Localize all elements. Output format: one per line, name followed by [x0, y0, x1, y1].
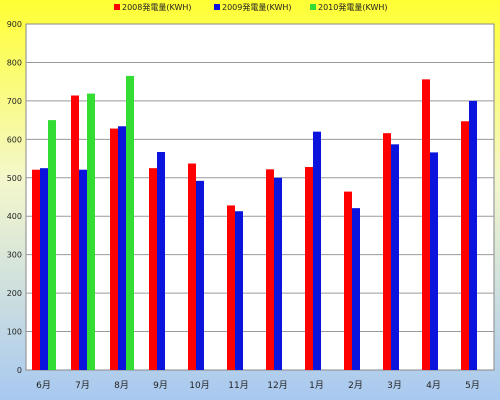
- y-tick-label: 900: [7, 20, 22, 29]
- legend-label: 2009発電量(KWH): [222, 3, 292, 12]
- bar-2-2: [79, 169, 87, 370]
- bar-1-7: [266, 169, 274, 370]
- bar-2-9: [352, 208, 360, 370]
- bar-3-2: [87, 93, 95, 370]
- bar-1-5: [188, 163, 196, 370]
- y-tick-label: 0: [17, 366, 22, 375]
- legend-label: 2008発電量(KWH): [122, 3, 192, 12]
- x-tick-label: 5月: [465, 380, 480, 391]
- bar-1-1: [32, 169, 40, 370]
- bar-1-3: [110, 128, 118, 370]
- bar-1-9: [344, 191, 352, 370]
- x-tick-label: 9月: [153, 380, 168, 391]
- x-tick-label: 12月: [267, 380, 287, 391]
- bar-1-4: [149, 168, 157, 370]
- bar-2-12: [469, 100, 477, 370]
- y-tick-label: 300: [7, 251, 22, 260]
- plot-area: [25, 23, 495, 371]
- legend-label: 2010発電量(KWH): [318, 3, 388, 12]
- bar-3-1: [48, 120, 56, 370]
- x-tick-label: 6月: [36, 380, 51, 391]
- y-tick-label: 100: [7, 328, 22, 337]
- bar-2-3: [118, 126, 126, 370]
- bar-1-10: [383, 133, 391, 370]
- bar-2-8: [313, 131, 321, 370]
- bar-2-10: [391, 144, 399, 370]
- y-tick-label: 800: [7, 58, 22, 67]
- bar-1-8: [305, 167, 313, 370]
- y-tick-label: 700: [7, 97, 22, 106]
- y-tick-label: 400: [7, 212, 22, 221]
- bars: [32, 75, 477, 371]
- gridlines: [26, 61, 494, 333]
- legend-swatch: [214, 4, 220, 10]
- y-tick-label: 600: [7, 135, 22, 144]
- x-tick-label: 7月: [75, 380, 90, 391]
- bar-2-4: [157, 152, 165, 370]
- y-axis-ticks: 0 100 200 300 400 500 600 700 800 900: [7, 20, 22, 375]
- x-axis-ticks: 6月 7月 8月 9月 10月 11月 12月 1月 2月 3月 4月 5月: [36, 380, 480, 391]
- bar-2-5: [196, 180, 204, 370]
- bar-1-2: [71, 95, 79, 371]
- bar-2-6: [235, 211, 243, 370]
- bar-2-7: [274, 177, 282, 370]
- legend-swatch: [114, 4, 120, 10]
- x-tick-label: 1月: [309, 380, 324, 391]
- x-tick-label: 2月: [348, 380, 363, 391]
- legend-swatch: [310, 4, 316, 10]
- x-tick-label: 11月: [228, 380, 248, 391]
- x-tick-label: 3月: [387, 380, 402, 391]
- bar-1-12: [461, 121, 469, 371]
- bar-2-11: [430, 152, 438, 370]
- bar-3-3: [126, 75, 134, 371]
- legend: 2008発電量(KWH) 2009発電量(KWH) 2010発電量(KWH): [114, 3, 388, 12]
- x-tick-label: 10月: [189, 380, 209, 391]
- bar-2-1: [40, 168, 48, 370]
- y-tick-label: 500: [7, 174, 22, 183]
- bar-1-11: [422, 79, 430, 371]
- y-tick-label: 200: [7, 289, 22, 298]
- bar-1-6: [227, 205, 235, 370]
- x-tick-label: 8月: [114, 380, 129, 391]
- x-tick-label: 4月: [426, 380, 441, 391]
